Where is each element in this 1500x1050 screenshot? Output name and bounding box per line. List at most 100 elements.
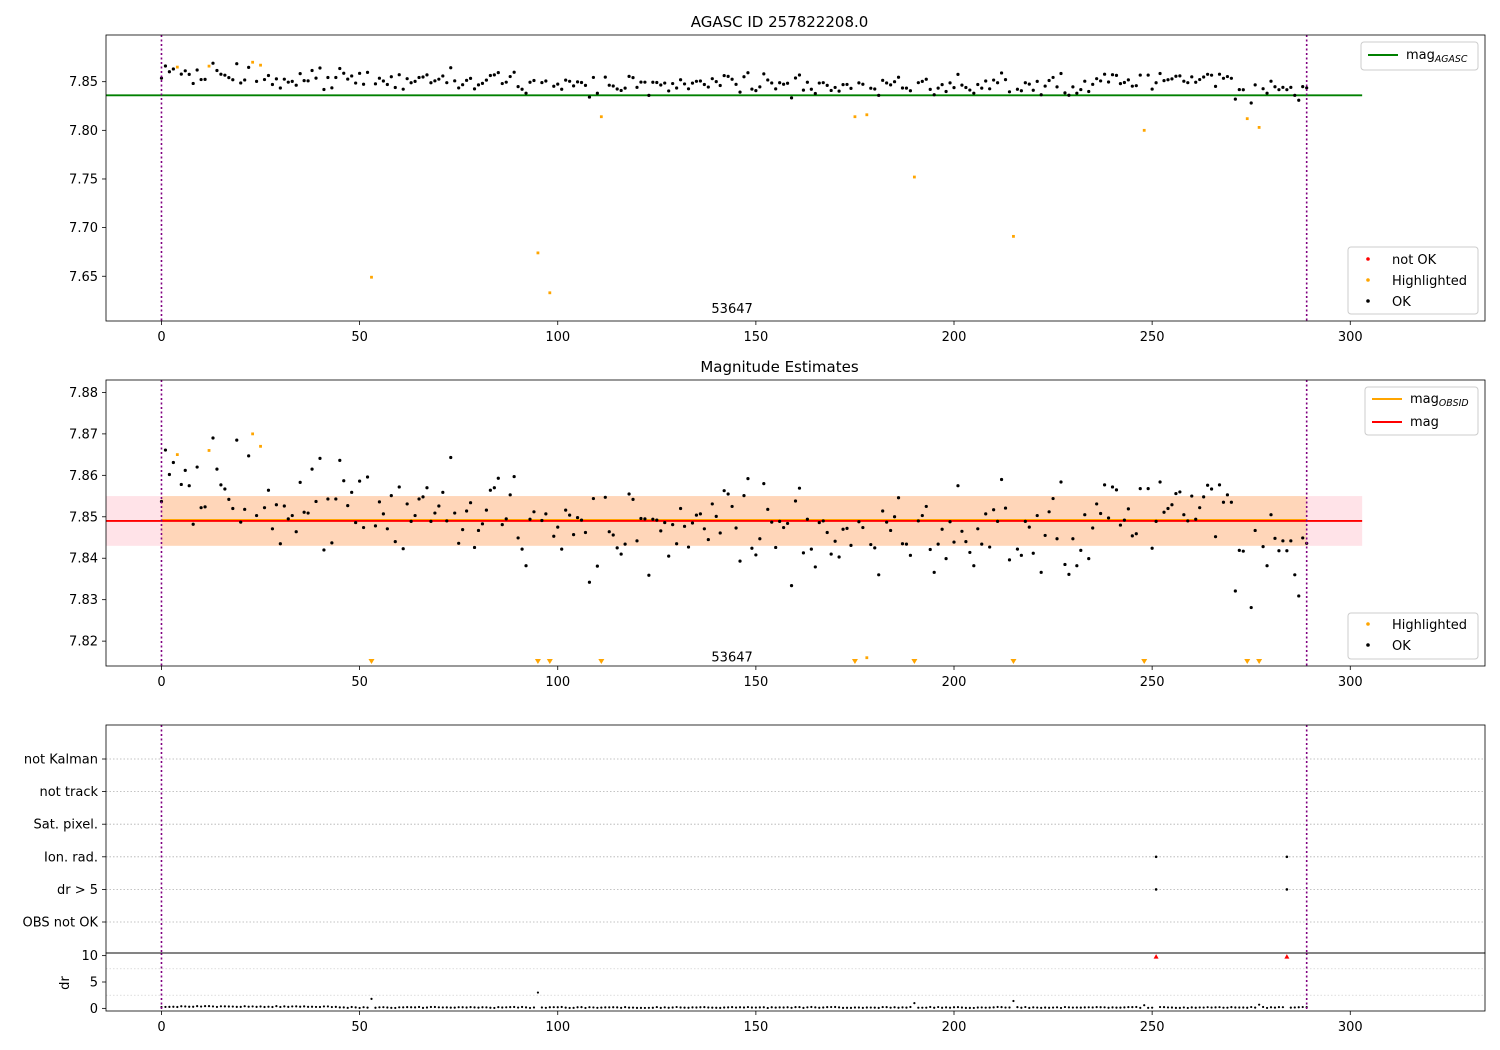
- dr-point: [893, 1006, 896, 1009]
- y-tick-label: 7.85: [69, 510, 98, 525]
- ok-point: [813, 91, 817, 96]
- highlighted-point: [1142, 128, 1146, 132]
- ok-point: [936, 542, 940, 546]
- dr-point: [810, 1005, 813, 1009]
- ok-point: [239, 81, 243, 85]
- dr-point: [493, 1006, 496, 1010]
- ok-point: [805, 80, 809, 84]
- ok-point: [984, 512, 988, 516]
- dr-point: [762, 1006, 765, 1009]
- ok-point: [342, 71, 346, 75]
- ok-point: [944, 89, 948, 94]
- dr-point: [730, 1006, 734, 1009]
- ok-point: [956, 484, 960, 488]
- ok-point: [659, 529, 663, 533]
- ok-point: [1067, 572, 1071, 576]
- ok-point: [1067, 93, 1071, 97]
- dr-point: [992, 1006, 995, 1009]
- ok-point: [1174, 491, 1178, 496]
- ok-point: [512, 70, 516, 74]
- ok-point: [587, 95, 592, 99]
- ok-point: [758, 537, 762, 541]
- ok-point: [952, 540, 956, 544]
- ok-point: [472, 545, 477, 550]
- ok-point: [528, 517, 532, 521]
- ok-point: [1190, 494, 1194, 498]
- ok-point: [298, 480, 302, 484]
- ok-point: [358, 479, 362, 483]
- legend-label: OK: [1392, 295, 1411, 310]
- ok-point: [960, 529, 964, 533]
- dr-point: [437, 1006, 440, 1009]
- dr-point: [972, 1006, 975, 1010]
- dr-point: [406, 1006, 409, 1009]
- ok-point: [484, 508, 489, 512]
- ok-point: [1146, 73, 1150, 77]
- ok-point: [595, 91, 599, 95]
- ok-point: [1166, 78, 1170, 82]
- ok-point: [1015, 87, 1020, 91]
- ok-point: [1035, 513, 1039, 518]
- ok-point: [774, 545, 778, 550]
- ok-point: [571, 533, 576, 537]
- ok-point: [873, 87, 877, 91]
- ok-point: [266, 488, 271, 492]
- ok-point: [877, 93, 881, 97]
- magnitude-estimates-panel: Magnitude Estimates 53647 0 50 100 150 200 250 3…: [69, 358, 1486, 690]
- ok-point: [678, 506, 683, 511]
- ok-point: [1122, 80, 1126, 85]
- off-scale-marker: [1141, 659, 1148, 664]
- ok-point: [540, 80, 544, 85]
- ok-point: [302, 510, 306, 514]
- ok-point: [560, 547, 564, 551]
- dr-point: [1083, 1006, 1086, 1009]
- dr-point: [778, 1006, 781, 1009]
- dr-point: [635, 1006, 639, 1010]
- ok-point: [928, 87, 932, 91]
- ok-point: [488, 488, 492, 492]
- ok-point: [310, 68, 314, 73]
- ok-point: [568, 79, 572, 83]
- ok-point: [611, 84, 615, 88]
- ok-point: [706, 537, 710, 542]
- ok-point: [940, 527, 944, 531]
- highlighted-point: [536, 251, 540, 255]
- ok-point: [1170, 77, 1174, 81]
- dr-point: [1151, 1006, 1154, 1009]
- dr-point: [746, 1005, 750, 1009]
- ok-point: [738, 90, 742, 94]
- dr-point: [283, 1005, 286, 1008]
- ok-point: [342, 479, 346, 483]
- ok-point: [1003, 78, 1008, 82]
- ok-point: [346, 77, 350, 81]
- ok-point: [1039, 570, 1043, 574]
- ok-point: [1075, 564, 1079, 568]
- dr-point: [251, 1005, 254, 1008]
- ok-point: [171, 460, 175, 465]
- ok-point: [421, 75, 425, 79]
- ok-point: [476, 528, 481, 533]
- dr-point: [1186, 1006, 1189, 1010]
- dr-point: [877, 1006, 880, 1009]
- ok-point: [262, 77, 267, 82]
- dr-point: [461, 1006, 464, 1009]
- ok-point: [1277, 549, 1281, 553]
- dr-point: [968, 1006, 971, 1009]
- ok-point: [163, 64, 168, 68]
- ok-point: [1277, 88, 1281, 92]
- ok-point: [274, 503, 278, 507]
- ok-point: [278, 86, 282, 90]
- ok-point: [968, 550, 972, 555]
- ok-point: [437, 504, 441, 508]
- dr-point: [1170, 1006, 1174, 1009]
- dr-point: [421, 1006, 425, 1010]
- highlighted-point: [853, 115, 857, 119]
- ok-point: [195, 68, 199, 72]
- dr-point: [917, 1006, 920, 1009]
- ok-point: [706, 85, 710, 89]
- legend-box: [1347, 246, 1479, 315]
- legend-marker: [1366, 278, 1370, 282]
- ok-point: [199, 77, 203, 82]
- dr-point: [1206, 1006, 1209, 1009]
- dr-point: [719, 1006, 722, 1009]
